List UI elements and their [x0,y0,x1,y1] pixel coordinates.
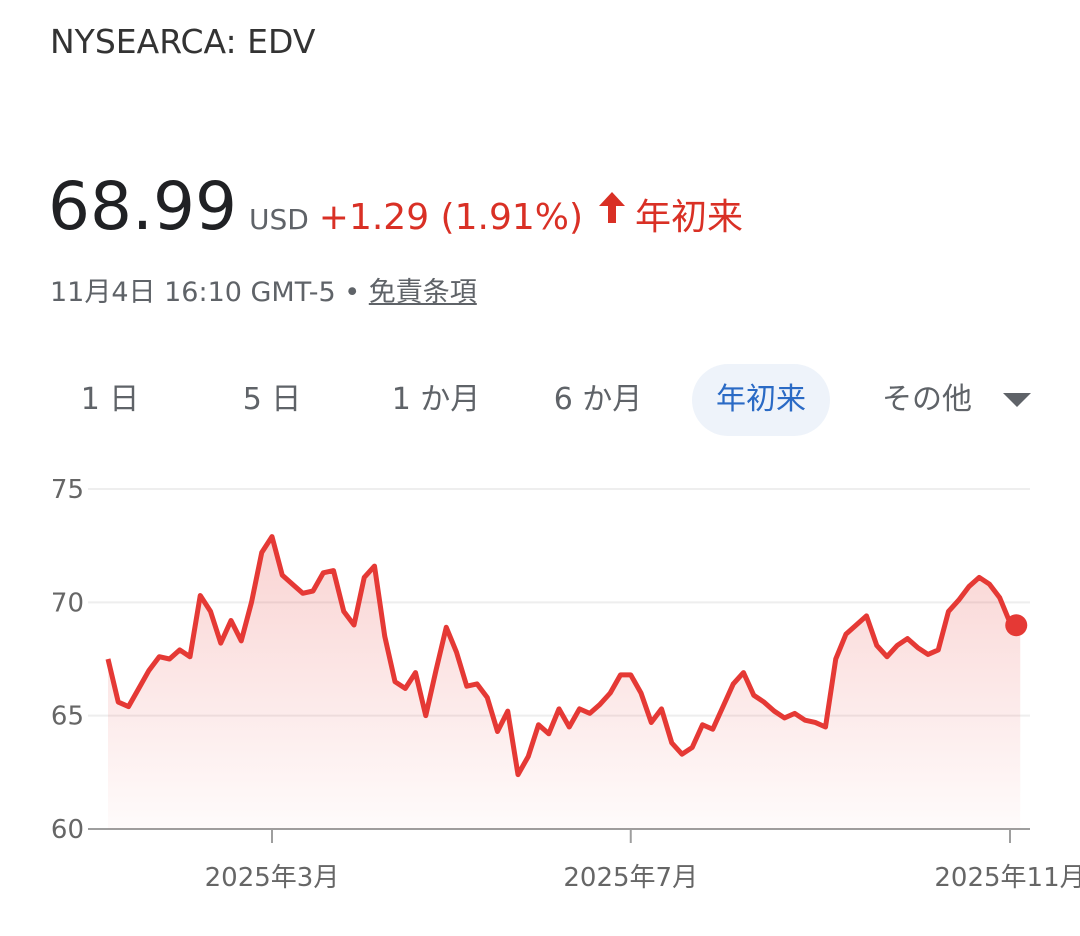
chart: 60 65 70 75 2025年3月 2025年7月 2025年11月 [51,475,1080,893]
last-point [1005,614,1028,637]
range-tab[interactable]: その他 [882,382,972,417]
disclaimer-link[interactable]: 免責条項 [368,277,477,308]
line [105,534,1021,778]
range-tab[interactable]: 1 日 [80,382,140,417]
y-tick-label: 70 [51,588,84,618]
x-tick-label: 2025年11月 [934,863,1080,893]
x-tick-label: 2025年3月 [205,863,340,893]
price-row: 68.99 USD +1.29 (1.91%) 年初来 [48,168,743,245]
meta: 11月4日 16:10 GMT-5 • 免責条項 [50,270,477,309]
y-tick-label: 65 [51,702,84,732]
change: +1.29 (1.91%) [318,197,583,238]
range-tab[interactable]: 5 日 [242,382,302,417]
y-tick-label: 75 [51,475,84,505]
period: 年初来 [635,197,744,238]
range-tab[interactable]: 1 か月 [391,382,481,417]
separator: • [344,277,361,308]
area [108,536,1021,829]
range-tab[interactable]: 年初来 [692,364,830,436]
timestamp: 11月4日 16:10 GMT-5 [50,277,336,308]
dropdown-icon[interactable] [1002,392,1032,408]
up-arrow [599,191,625,223]
price: 68.99 [48,168,237,245]
currency: USD [248,203,309,236]
x-tick-label: 2025年7月 [563,863,698,893]
y-tick-label: 60 [51,815,84,845]
range-tab[interactable]: 6 か月 [553,382,643,417]
symbol: NYSEARCA: EDV [50,22,316,61]
